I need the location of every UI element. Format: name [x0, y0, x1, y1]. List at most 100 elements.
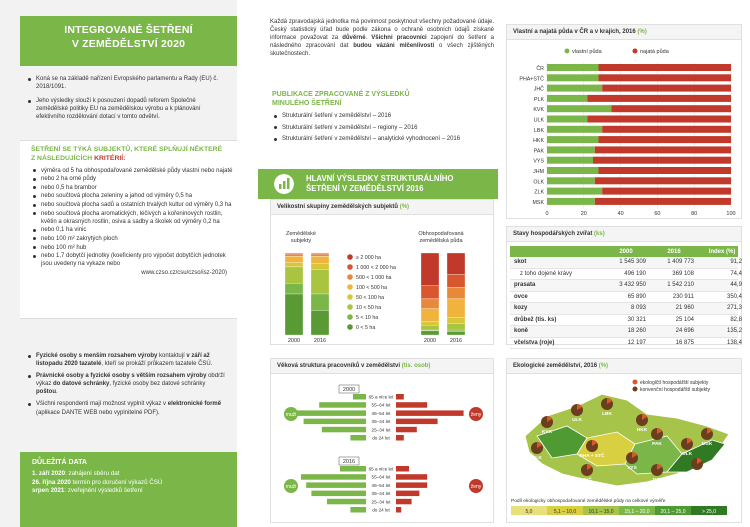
bar-own — [547, 74, 599, 82]
women-badge — [469, 479, 483, 494]
table-cell: 18 260 — [627, 328, 646, 335]
age-label: do 24 let — [372, 436, 390, 441]
unit: (ks) — [594, 231, 605, 237]
region-label: OLK — [682, 451, 693, 457]
date: srpen 2021 — [32, 487, 65, 495]
header-cell: Index (%) — [708, 248, 736, 255]
category-label: PLK — [534, 97, 544, 103]
scale-label: 10,1 – 15,0 — [588, 509, 613, 515]
bar-rented — [602, 84, 731, 92]
table-cell: 30 321 — [627, 316, 646, 323]
stack-segment — [284, 262, 304, 268]
header-cell: 2016 — [667, 248, 681, 255]
criteria-list: výměra od 5 ha obhospodařované zemědělsk… — [31, 167, 233, 269]
bar-men — [303, 418, 366, 425]
bar-women — [396, 394, 404, 400]
criteria-item: nebo 1,7 dobytčí jednotky (koeficienty p… — [31, 252, 233, 268]
bar-rented — [611, 105, 731, 113]
legend-swatch — [347, 284, 353, 290]
men-badge — [284, 407, 298, 422]
table-cell: kozy — [514, 305, 528, 312]
pie-eko — [687, 438, 692, 445]
scale-swatch — [547, 506, 583, 516]
date-text: : zveřejnění výsledků šetření — [64, 487, 143, 495]
right-column: Vlastní a najatá půda v ČR a v krajích, … — [506, 0, 750, 527]
table-cell: 24 696 — [675, 328, 694, 335]
bar-own — [547, 125, 603, 133]
legend-label: konvenční hospodářští subjekty — [640, 387, 711, 393]
legend-swatch — [632, 379, 638, 385]
livestock-table: 2000 2016 Index (%) skot 1 545 309 1 409 7… — [507, 242, 742, 350]
legend-swatch — [347, 264, 353, 270]
bar-rented — [594, 177, 731, 185]
title-line-1: INTEGROVANÉ ŠETŘENÍ — [64, 24, 193, 36]
bar-men — [288, 410, 366, 416]
bar-own — [547, 167, 599, 175]
left-column: INTEGROVANÉ ŠETŘENÍ V ZEMĚDĚLSTVÍ 2020 K… — [0, 0, 237, 527]
publication-item[interactable]: Strukturální šetření v zemědělství – 201… — [272, 112, 492, 120]
legend-label: najatá půda — [640, 48, 670, 55]
middle-column: Každá zpravodajská jednotka má povinnost… — [258, 0, 498, 527]
year-label: 2000 — [424, 338, 436, 344]
table-row: kozy 8 093 21 960 271,3 — [510, 303, 742, 315]
age-label: 25–34 let — [372, 499, 392, 504]
main-results-line1: HLAVNÍ VÝSLEDKY STRUKTURÁLNÍHO — [306, 174, 454, 183]
criteria-link[interactable]: www.czso.cz/csu/czso/isz-2020) — [141, 270, 227, 277]
legend-label: 100 < 500 ha — [356, 285, 387, 291]
land-title: Vlastní a najatá půda v ČR a v krajích, … — [507, 25, 741, 41]
stack-segment — [420, 298, 440, 310]
table-row: ovce 65 890 230 911 350,4 — [510, 292, 742, 304]
category-label: MSK — [533, 200, 545, 206]
age-label: 65 a více let — [369, 395, 394, 400]
text: . — [56, 389, 58, 396]
series-label: Zemědělské — [286, 231, 316, 237]
bar-own — [547, 177, 595, 185]
table-cell: 1 409 773 — [667, 259, 694, 266]
livestock-box: Stavy hospodářských zvířat (ks) 2000 201… — [506, 226, 742, 350]
stack-segment — [310, 293, 330, 311]
publication-item[interactable]: Strukturální šetření v zemědělství – ana… — [272, 135, 492, 143]
category-label: ZLK — [534, 190, 544, 196]
region-label: JHČ — [582, 476, 592, 483]
region-shape — [666, 439, 726, 473]
stack-segment — [420, 252, 440, 287]
bar-women — [396, 402, 428, 408]
year-label: 2000 — [343, 387, 355, 393]
category-label: PAK — [534, 148, 545, 154]
stack-segment — [446, 274, 466, 288]
women-label: ženy — [471, 484, 482, 490]
region-label: PAK — [652, 441, 662, 447]
legend-label: 0 < 5 ha — [356, 325, 375, 331]
stack-segment — [284, 266, 304, 284]
legend-swatch — [564, 48, 570, 54]
region-label: PLK — [532, 455, 542, 461]
age-label: 55–64 let — [372, 403, 392, 408]
publications-list: Strukturální šetření v zemědělství – 201… — [272, 112, 492, 147]
criteria-item: nebo součtová plocha zeleniny a jahod od… — [31, 192, 233, 200]
bold: Všichni pracovníci — [371, 35, 427, 42]
table-cell: 8 093 — [630, 305, 646, 312]
bar-men — [350, 507, 366, 513]
legend-swatch — [347, 304, 353, 310]
bar-rented — [602, 187, 731, 195]
legend-label: ≥ 2 000 ha — [356, 255, 381, 261]
date: 26. října 2020 — [32, 478, 71, 486]
tick-label: 20 — [581, 211, 587, 217]
date-row: 1. září 2020: zahájení sběru dat — [32, 470, 227, 478]
publication-item[interactable]: Strukturální šetření v zemědělství – reg… — [272, 124, 492, 132]
pub-title-line2: MINULÉHO ŠETŘENÍ — [272, 100, 342, 108]
unit: (%) — [637, 29, 647, 35]
table-row: z toho dojené krávy 496 190 369 108 74,4 — [510, 269, 742, 281]
bar-women — [396, 410, 464, 416]
bold: důvěrné — [342, 35, 366, 42]
main-title: INTEGROVANÉ ŠETŘENÍ V ZEMĚDĚLSTVÍ 2020 — [20, 16, 237, 66]
stack-segment — [446, 317, 466, 324]
bar-women — [396, 418, 438, 425]
category-label: KVK — [533, 107, 544, 113]
men-label: muži — [286, 412, 297, 418]
table-cell: drůbež (tis. ks) — [514, 316, 557, 323]
bar-own — [547, 197, 595, 205]
land-chart: vlastní půda najatá půda 0 20 40 60 80 100 ČR PHA… — [519, 48, 735, 217]
pie-eko — [587, 464, 592, 471]
